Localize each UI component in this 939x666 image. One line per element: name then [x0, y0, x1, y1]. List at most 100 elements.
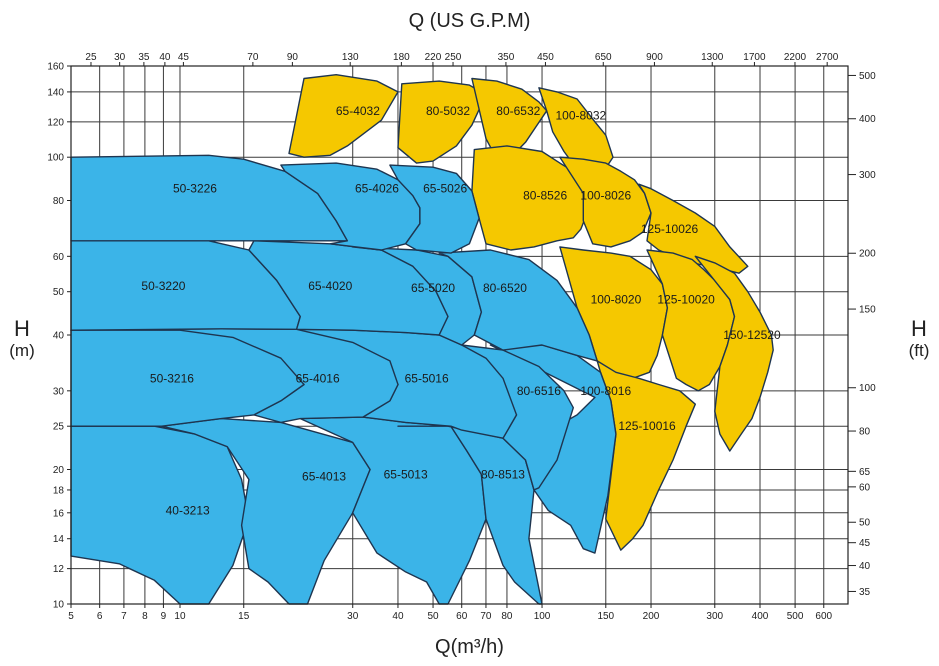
region-150-12520 — [694, 255, 774, 452]
x-tick-label: 7 — [121, 611, 127, 622]
region-label-65-5016: 65-5016 — [405, 371, 449, 385]
region-label-80-6516: 80-6516 — [517, 384, 561, 398]
x-tick-label: 30 — [347, 611, 359, 622]
x-top-tick-label: 1300 — [701, 52, 724, 63]
left-axis-title: H (m) — [0, 318, 44, 362]
y-right-tick-label: 150 — [859, 305, 876, 316]
x-top-tick-label: 1700 — [743, 52, 766, 63]
y-tick-label: 160 — [47, 62, 64, 73]
x-tick-label: 80 — [501, 611, 513, 622]
x-top-tick-label: 70 — [247, 52, 259, 63]
y-tick-label: 40 — [53, 331, 65, 342]
region-label-80-8526: 80-8526 — [523, 189, 567, 203]
y-tick-label: 18 — [53, 485, 65, 496]
y-tick-label: 16 — [53, 508, 65, 519]
region-label-80-6520: 80-6520 — [483, 281, 527, 295]
region-80-6520 — [438, 249, 598, 362]
region-label-65-4020: 65-4020 — [308, 279, 352, 293]
y-tick-label: 10 — [53, 600, 65, 611]
y-tick-label: 80 — [53, 196, 65, 207]
x-tick-label: 60 — [456, 611, 468, 622]
x-top-tick-label: 2700 — [816, 52, 839, 63]
x-top-tick-label: 30 — [114, 52, 126, 63]
x-top-tick-label: 450 — [537, 52, 554, 63]
region-label-50-3220: 50-3220 — [141, 279, 185, 293]
y-tick-label: 100 — [47, 153, 64, 164]
x-tick-label: 15 — [238, 611, 250, 622]
x-tick-label: 8 — [142, 611, 148, 622]
x-top-tick-label: 350 — [498, 52, 515, 63]
region-label-125-10016: 125-10016 — [618, 419, 676, 433]
region-label-80-5032: 80-5032 — [426, 104, 470, 118]
right-axis-title: H (ft) — [897, 318, 939, 362]
y-right-tick-label: 400 — [859, 114, 876, 125]
x-top-tick-label: 40 — [159, 52, 171, 63]
y-right-tick-label: 60 — [859, 482, 871, 493]
region-100-8026 — [559, 156, 652, 248]
y-tick-label: 14 — [53, 534, 65, 545]
region-label-100-8032: 100-8032 — [555, 108, 606, 122]
x-tick-label: 150 — [597, 611, 614, 622]
region-label-100-8026: 100-8026 — [580, 189, 631, 203]
y-tick-label: 12 — [53, 564, 65, 575]
x-top-tick-label: 650 — [595, 52, 612, 63]
region-label-65-4026: 65-4026 — [355, 182, 399, 196]
x-top-tick-label: 2200 — [784, 52, 807, 63]
region-label-65-5026: 65-5026 — [423, 182, 467, 196]
y-right-tick-label: 200 — [859, 249, 876, 260]
x-tick-label: 40 — [392, 611, 404, 622]
x-tick-label: 5 — [68, 611, 74, 622]
right-axis-title-symbol: H — [911, 316, 927, 341]
y-right-tick-label: 300 — [859, 170, 876, 181]
y-right-tick-label: 45 — [859, 538, 871, 549]
y-tick-label: 120 — [47, 117, 64, 128]
region-label-65-5020: 65-5020 — [411, 281, 455, 295]
region-label-100-8016: 100-8016 — [580, 384, 631, 398]
x-top-tick-label: 900 — [646, 52, 663, 63]
x-tick-label: 600 — [815, 611, 832, 622]
region-label-150-12520: 150-12520 — [723, 328, 781, 342]
y-tick-label: 20 — [53, 465, 65, 476]
left-axis-title-unit: (m) — [9, 341, 35, 360]
right-axis-title-unit: (ft) — [908, 341, 930, 360]
y-tick-label: 60 — [53, 252, 65, 263]
x-top-tick-label: 35 — [138, 52, 150, 63]
x-tick-label: 300 — [706, 611, 723, 622]
bottom-axis-title: Q(m³/h) — [435, 636, 504, 658]
x-tick-label: 400 — [752, 611, 769, 622]
x-top-tick-label: 90 — [287, 52, 299, 63]
x-top-tick-label: 130 — [342, 52, 359, 63]
region-label-50-3226: 50-3226 — [173, 182, 217, 196]
region-label-65-5013: 65-5013 — [384, 467, 428, 481]
region-label-65-4016: 65-4016 — [296, 371, 340, 385]
region-50-3216 — [70, 329, 305, 427]
top-axis-title: Q (US G.P.M) — [408, 10, 531, 32]
x-tick-label: 500 — [787, 611, 804, 622]
y-right-tick-label: 35 — [859, 587, 871, 598]
region-80-5032 — [397, 80, 487, 164]
region-label-80-6532: 80-6532 — [496, 104, 540, 118]
region-label-65-4013: 65-4013 — [302, 469, 346, 483]
x-top-tick-label: 220 — [425, 52, 442, 63]
x-tick-label: 10 — [174, 611, 186, 622]
y-tick-label: 140 — [47, 87, 64, 98]
x-tick-label: 100 — [534, 611, 551, 622]
x-tick-label: 200 — [643, 611, 660, 622]
left-axis-title-symbol: H — [14, 316, 30, 341]
x-tick-label: 70 — [480, 611, 492, 622]
y-right-tick-label: 50 — [859, 518, 871, 529]
x-top-tick-label: 45 — [178, 52, 190, 63]
region-label-50-3216: 50-3216 — [150, 371, 194, 385]
y-right-tick-label: 65 — [859, 467, 871, 478]
regions: 65-4032 80-5032 80-6532 100-8032 80-8526 100-… — [70, 73, 781, 605]
x-tick-label: 50 — [427, 611, 439, 622]
y-right-tick-label: 80 — [859, 427, 871, 438]
y-tick-label: 30 — [53, 386, 65, 397]
x-tick-label: 9 — [161, 611, 167, 622]
y-right-tick-label: 40 — [859, 561, 871, 572]
region-label-125-10020: 125-10020 — [657, 293, 715, 307]
y-tick-label: 50 — [53, 287, 65, 298]
x-top-tick-label: 25 — [85, 52, 97, 63]
region-label-80-8513: 80-8513 — [481, 467, 525, 481]
